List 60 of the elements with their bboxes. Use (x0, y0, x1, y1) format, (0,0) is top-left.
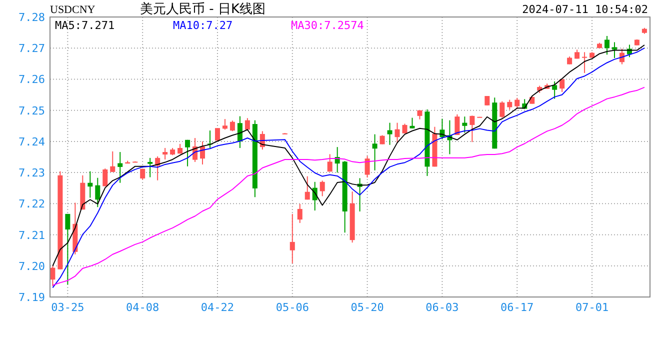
candlestick (364, 156, 370, 178)
candlestick (552, 80, 558, 100)
y-tick-label: 7.20 (18, 260, 45, 273)
candlestick (102, 168, 108, 187)
candlestick (394, 122, 400, 144)
candlestick (612, 42, 617, 59)
candlestick (604, 35, 610, 56)
candlestick (410, 117, 415, 129)
text: MA5:7.271 (55, 19, 115, 32)
candlestick (462, 116, 468, 134)
text: USDCNY (50, 4, 96, 16)
y-tick-label: 7.25 (18, 104, 45, 118)
y-tick-label: 7.27 (18, 42, 45, 56)
candlestick (470, 115, 475, 143)
candlestick (148, 157, 153, 178)
y-tick-label: 7.23 (18, 166, 45, 180)
x-tick-label: 07-01 (575, 301, 609, 314)
candlestick (162, 147, 168, 160)
candlestick (290, 213, 295, 264)
text: MA10:7.27 (173, 19, 233, 32)
candlestick (222, 118, 228, 130)
candlestick (88, 170, 93, 198)
candlestick (560, 78, 565, 92)
candlestick (454, 114, 460, 136)
candlestick (230, 120, 235, 132)
candlestick (320, 180, 325, 197)
y-tick-label: 7.21 (18, 228, 45, 242)
candlestick (65, 213, 70, 286)
candlestick (387, 122, 392, 146)
y-tick-label: 7.28 (18, 11, 45, 24)
x-tick-label: 04-08 (126, 301, 160, 314)
x-tick-label: 06-03 (426, 301, 459, 314)
line-series (52, 86, 645, 286)
candlestick (507, 99, 512, 110)
y-tick-label: 7.26 (18, 73, 45, 86)
candlestick (110, 150, 116, 172)
candlestick (372, 134, 378, 171)
y-tick-label: 7.22 (18, 198, 45, 211)
candlestick (514, 97, 520, 110)
x-tick-label: 05-20 (350, 301, 384, 314)
candlestick (237, 116, 242, 148)
candlestick (582, 52, 588, 74)
y-tick-label: 7.19 (18, 291, 45, 304)
candlestick (297, 203, 302, 224)
candlestick (402, 123, 408, 134)
candlestick (304, 176, 310, 200)
text: 2024-07-11 10:54:02 (522, 3, 648, 16)
chart-title: 美元人民币 - 日K线图 (140, 1, 266, 17)
x-tick-label: 04-22 (200, 301, 234, 314)
candlestick (327, 154, 332, 172)
candlestick (500, 100, 505, 118)
text: MA30:7.2574 (291, 19, 364, 32)
x-tick-label: 05-06 (276, 301, 309, 314)
candlestick (185, 139, 190, 167)
x-tick-label: 03-25 (51, 301, 84, 314)
y-tick-label: 7.24 (18, 135, 46, 148)
candlestick (118, 152, 123, 184)
x-tick-label: 06-17 (500, 301, 534, 314)
candlestick (484, 96, 490, 106)
candlestick (95, 177, 100, 208)
